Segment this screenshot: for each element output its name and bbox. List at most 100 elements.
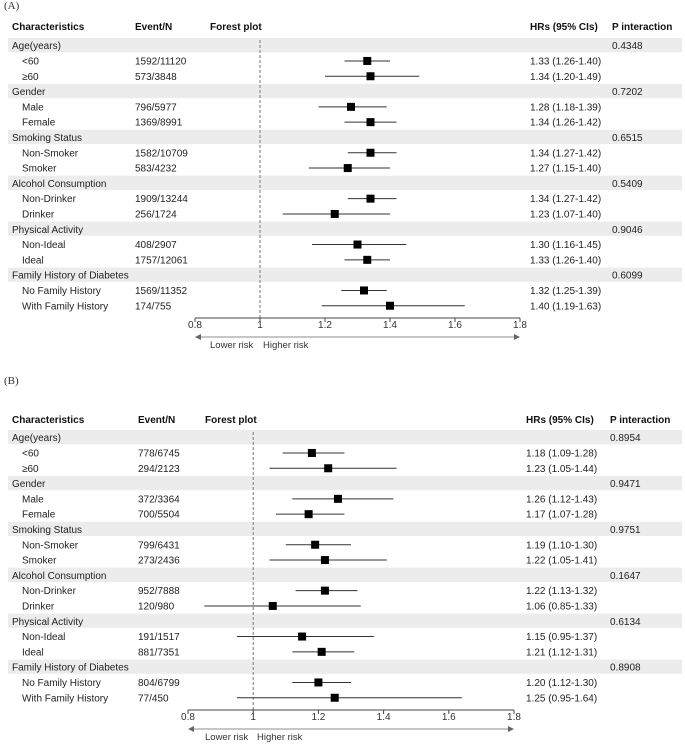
hr-point-marker — [343, 164, 352, 173]
group-label: Alcohol Consumption — [12, 571, 107, 582]
hr-ci-value: 1.34 (1.27-1.42) — [530, 194, 601, 205]
group-row-shade — [8, 175, 682, 190]
group-label: Family History of Diabetes — [12, 271, 129, 282]
group-label: Physical Activity — [12, 225, 83, 236]
subgroup-label: Smoker — [22, 556, 57, 567]
hr-ci-value: 1.40 (1.19-1.63) — [530, 301, 601, 312]
hr-ci-value: 1.22 (1.13-1.32) — [526, 586, 597, 597]
hr-ci-value: 1.18 (1.09-1.28) — [526, 448, 597, 459]
x-axis-tick-label: 0.8 — [188, 320, 202, 331]
header-characteristics: Characteristics — [12, 22, 85, 33]
event-n-value: 120/980 — [138, 601, 175, 612]
group-label: Gender — [12, 479, 46, 490]
hr-point-marker — [333, 494, 342, 503]
x-axis-tick-label: 1.4 — [383, 320, 397, 331]
group-row-shade — [8, 430, 682, 445]
hr-point-marker — [307, 448, 316, 457]
hr-ci-value: 1.22 (1.05-1.41) — [526, 556, 597, 567]
event-n-value: 273/2436 — [138, 556, 180, 567]
event-n-value: 77/450 — [138, 693, 169, 704]
group-row-shade — [8, 221, 682, 236]
p-interaction-value: 0.8908 — [610, 663, 641, 674]
p-interaction-value: 0.9471 — [610, 479, 641, 490]
p-interaction-value: 0.4348 — [612, 41, 643, 52]
hr-ci-value: 1.23 (1.05-1.44) — [526, 464, 597, 475]
subgroup-label: ≥60 — [22, 72, 39, 83]
header-forest-plot: Forest plot — [205, 415, 257, 426]
event-n-value: 1582/10709 — [135, 148, 188, 159]
subgroup-label: Non-Drinker — [22, 194, 77, 205]
p-interaction-value: 0.6099 — [612, 271, 643, 282]
arrow-right-head — [508, 726, 514, 732]
header-p-interaction: P interaction — [610, 415, 670, 426]
subgroup-label: Smoker — [22, 164, 57, 175]
group-row-shade — [8, 129, 682, 145]
p-interaction-value: 0.1647 — [610, 571, 641, 582]
group-label: Gender — [12, 87, 46, 98]
header-hr: HRs (95% CIs) — [526, 415, 594, 426]
hr-ci-value: 1.34 (1.27-1.42) — [530, 148, 601, 159]
event-n-value: 372/3364 — [138, 494, 180, 505]
group-row-shade — [8, 613, 682, 628]
hr-point-marker — [298, 632, 307, 641]
subgroup-label: No Family History — [22, 286, 101, 297]
event-n-value: 1569/11352 — [135, 286, 188, 297]
x-axis-tick-label: 0.8 — [181, 712, 195, 723]
header-forest-plot: Forest plot — [210, 22, 262, 33]
event-n-value: 573/3848 — [135, 72, 177, 83]
hr-point-marker — [320, 556, 329, 565]
header-hr: HRs (95% CIs) — [530, 22, 598, 33]
event-n-value: 796/5977 — [135, 102, 177, 113]
event-n-value: 778/6745 — [138, 448, 180, 459]
hr-point-marker — [330, 693, 339, 702]
hr-ci-value: 1.26 (1.12-1.43) — [526, 494, 597, 505]
subgroup-label: Female — [22, 510, 56, 521]
hr-point-marker — [363, 56, 372, 65]
x-axis-tick-label: 1 — [250, 712, 256, 723]
group-row-shade — [8, 267, 682, 282]
event-n-value: 294/2123 — [138, 464, 180, 475]
group-label: Family History of Diabetes — [12, 663, 129, 674]
hr-ci-value: 1.27 (1.15-1.40) — [530, 164, 601, 175]
panel-label: (B) — [4, 375, 19, 387]
event-n-value: 799/6431 — [138, 540, 180, 551]
group-row-shade — [8, 83, 682, 99]
hr-point-marker — [330, 209, 339, 218]
p-interaction-value: 0.6134 — [610, 617, 641, 628]
p-interaction-value: 0.8954 — [610, 433, 641, 444]
group-label: Alcohol Consumption — [12, 179, 107, 190]
hr-point-marker — [324, 464, 333, 473]
hr-point-marker — [363, 255, 372, 264]
group-row-shade — [8, 659, 682, 674]
subgroup-label: Ideal — [22, 647, 44, 658]
lower-risk-label: Lower risk — [210, 340, 254, 351]
event-n-value: 174/755 — [135, 301, 172, 312]
subgroup-label: ≥60 — [22, 464, 39, 475]
event-n-value: 952/7888 — [138, 586, 180, 597]
hr-ci-value: 1.32 (1.25-1.39) — [530, 286, 601, 297]
group-label: Smoking Status — [12, 133, 82, 144]
subgroup-label: With Family History — [22, 693, 108, 704]
hr-point-marker — [311, 540, 320, 549]
p-interaction-value: 0.9046 — [612, 225, 643, 236]
panel-a: (A) Characteristics Event/N Forest plot … — [4, 0, 682, 351]
arrow-left-head — [195, 334, 201, 340]
group-row-shade — [8, 567, 682, 582]
hr-point-marker — [347, 102, 355, 111]
x-axis-tick-label: 1.6 — [448, 320, 462, 331]
panel-b: (B) Characteristics Event/N Forest plot … — [4, 375, 682, 743]
hr-point-marker — [366, 118, 375, 127]
hr-ci-value: 1.25 (0.95-1.64) — [526, 693, 597, 704]
arrow-right-head — [514, 334, 520, 340]
hr-point-marker — [314, 678, 323, 687]
subgroup-label: Non-Drinker — [22, 586, 77, 597]
p-interaction-value: 0.9751 — [610, 525, 641, 536]
subgroup-label: No Family History — [22, 678, 101, 689]
p-interaction-value: 0.7202 — [612, 87, 643, 98]
x-axis-tick-label: 1.8 — [507, 712, 521, 723]
event-n-value: 1592/11120 — [135, 56, 187, 67]
p-interaction-value: 0.5409 — [612, 179, 643, 190]
hr-ci-value: 1.21 (1.12-1.31) — [526, 647, 597, 658]
subgroup-label: Non-Smoker — [22, 540, 79, 551]
hr-ci-value: 1.33 (1.26-1.40) — [530, 255, 601, 266]
